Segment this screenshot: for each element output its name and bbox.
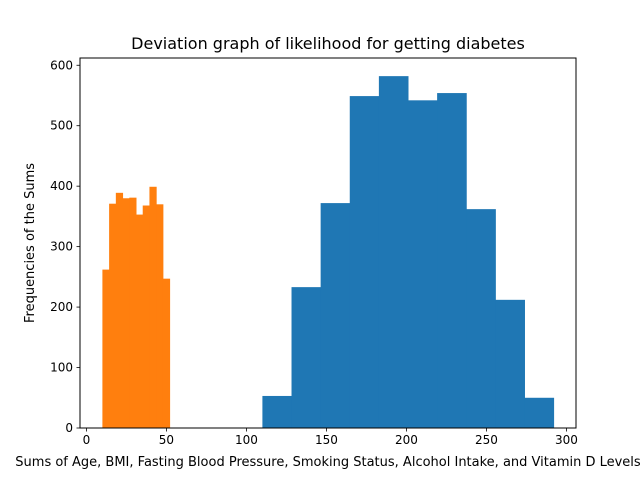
x-tick-label: 0 <box>83 433 91 447</box>
x-tick-label: 150 <box>315 433 338 447</box>
bars-layer <box>102 76 555 429</box>
y-axis-ticks: 0 100 200 300 400 500 600 <box>50 58 80 435</box>
histogram-bar-s1-9 <box>495 299 525 428</box>
histogram-bar-s2-6 <box>136 214 144 428</box>
histogram-bar-s1-3 <box>320 203 351 428</box>
histogram-bar-s2-10 <box>162 278 171 428</box>
y-tick-label: 300 <box>50 240 73 254</box>
y-tick-label: 600 <box>50 58 73 72</box>
histogram-bar-s2-2 <box>109 203 117 428</box>
histogram-bar-s1-5 <box>378 76 409 428</box>
histogram-bar-s2-1 <box>102 269 110 428</box>
histogram-bar-s1-8 <box>466 209 496 428</box>
histogram-bar-s1-4 <box>349 96 380 429</box>
histogram-bar-s1-7 <box>437 93 467 428</box>
x-tick-label: 100 <box>235 433 258 447</box>
histogram-bar-s2-5 <box>129 197 137 428</box>
histogram-bar-s1-2 <box>291 287 322 428</box>
y-tick-label: 100 <box>50 361 73 375</box>
histogram-bar-s1-1 <box>262 395 293 428</box>
histogram-bar-s1-6 <box>408 100 438 429</box>
y-tick-label: 200 <box>50 300 73 314</box>
y-tick-label: 0 <box>65 421 73 435</box>
histogram-bar-s2-7 <box>142 205 150 428</box>
histogram-bar-s2-4 <box>122 198 130 428</box>
x-axis-ticks: 0 50 100 150 200 250 300 <box>83 428 578 447</box>
histogram-bar-s1-10 <box>524 397 555 428</box>
x-axis-label: Sums of Age, BMI, Fasting Blood Pressure… <box>15 455 640 470</box>
y-axis-label: Frequencies of the Sums <box>23 163 38 323</box>
chart-title: Deviation graph of likelihood for gettin… <box>131 34 525 53</box>
histogram-bar-s2-8 <box>149 186 157 428</box>
x-tick-label: 300 <box>555 433 578 447</box>
y-tick-label: 400 <box>50 179 73 193</box>
x-tick-label: 50 <box>159 433 174 447</box>
y-tick-label: 500 <box>50 119 73 133</box>
x-tick-label: 200 <box>395 433 418 447</box>
histogram-bar-s2-9 <box>156 204 164 428</box>
histogram-bar-s2-3 <box>115 192 124 428</box>
plot-frame <box>79 57 577 429</box>
x-tick-label: 250 <box>475 433 498 447</box>
